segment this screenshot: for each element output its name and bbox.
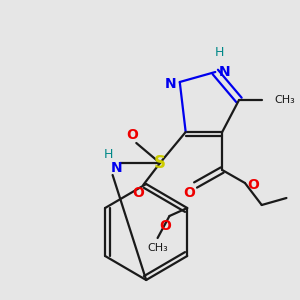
Text: N: N xyxy=(165,77,177,91)
Text: O: O xyxy=(247,178,259,192)
Text: H: H xyxy=(214,46,224,59)
Text: O: O xyxy=(132,186,144,200)
Text: N: N xyxy=(218,65,230,79)
Text: O: O xyxy=(184,186,196,200)
Text: H: H xyxy=(104,148,113,161)
Text: O: O xyxy=(160,219,171,233)
Text: CH₃: CH₃ xyxy=(274,95,295,105)
Text: S: S xyxy=(154,154,166,172)
Text: N: N xyxy=(111,161,122,175)
Text: O: O xyxy=(126,128,138,142)
Text: CH₃: CH₃ xyxy=(147,243,168,253)
